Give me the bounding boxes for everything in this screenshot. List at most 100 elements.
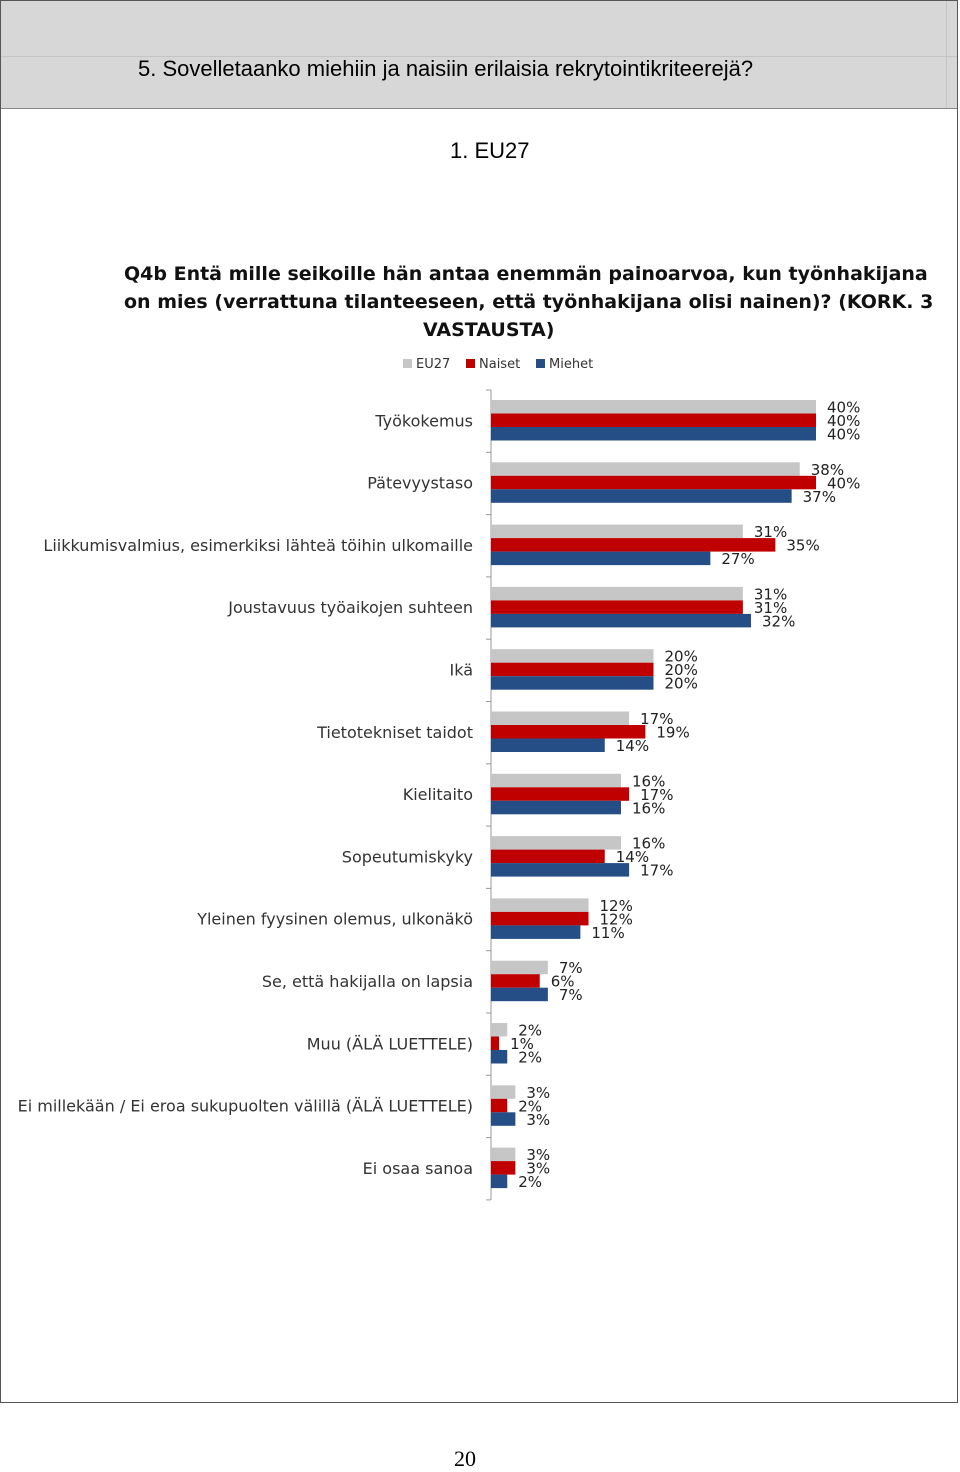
- data-label: 2%: [518, 1022, 542, 1040]
- data-label: 31%: [754, 599, 787, 617]
- subsection-heading: 1. EU27: [450, 138, 530, 163]
- legend-label: EU27: [416, 357, 450, 372]
- category-label: Ei millekään / Ei eroa sukupuolten välil…: [18, 1097, 473, 1116]
- bar: [491, 1161, 516, 1175]
- bar: [491, 836, 621, 850]
- bar: [491, 1174, 508, 1189]
- data-label: 17%: [640, 786, 673, 804]
- chart-bars: Työkokemus40%40%40%Pätevyystaso38%40%37%…: [18, 399, 861, 1192]
- bar: [491, 925, 581, 939]
- section-heading: 5. Sovelletaanko miehiin ja naisiin eril…: [138, 56, 754, 81]
- bar: [491, 489, 792, 503]
- bar: [491, 662, 654, 677]
- bar: [491, 649, 654, 663]
- bar: [491, 1098, 508, 1113]
- chart-title: Q4b Entä mille seikoille hän antaa enemm…: [124, 263, 933, 341]
- data-label: 3%: [526, 1160, 550, 1178]
- data-label: 37%: [803, 488, 836, 506]
- category-label: Sopeutumiskyky: [342, 847, 473, 866]
- data-label: 16%: [632, 772, 665, 790]
- data-label: 40%: [827, 426, 860, 444]
- data-label: 20%: [665, 675, 698, 693]
- category-label: Muu (ÄLÄ LUETTELE): [307, 1034, 473, 1053]
- legend-label: Naiset: [479, 357, 520, 372]
- data-label: 40%: [827, 474, 860, 492]
- header-divider: [1, 56, 957, 57]
- bar: [491, 711, 630, 725]
- data-label: 38%: [811, 461, 844, 479]
- bar: [491, 613, 751, 628]
- chart-title-line: Q4b Entä mille seikoille hän antaa enemm…: [124, 263, 928, 285]
- data-label: 20%: [665, 648, 698, 666]
- data-label: 6%: [551, 973, 575, 991]
- legend-label: Miehet: [549, 357, 593, 372]
- bar: [491, 800, 621, 815]
- bar: [491, 462, 800, 476]
- bar: [491, 1023, 508, 1037]
- bar: [491, 551, 711, 566]
- data-label: 40%: [827, 399, 860, 417]
- data-label: 35%: [786, 537, 819, 555]
- category-label: Yleinen fyysinen olemus, ulkonäkö: [196, 910, 473, 929]
- bar: [491, 1147, 516, 1162]
- category-label: Ei osaa sanoa: [363, 1159, 473, 1178]
- data-label: 31%: [754, 523, 787, 541]
- chart-axis: [486, 389, 492, 1201]
- bar: [491, 600, 743, 614]
- bar: [491, 400, 816, 414]
- data-label: 31%: [754, 585, 787, 603]
- data-label: 3%: [526, 1084, 550, 1102]
- legend-swatch: [536, 359, 545, 368]
- bar: [491, 974, 540, 988]
- data-label: 19%: [656, 724, 689, 742]
- bar: [491, 738, 605, 752]
- bar: [491, 863, 630, 877]
- bar: [491, 1112, 516, 1126]
- category-label: Työkokemus: [374, 411, 473, 430]
- bar: [491, 849, 605, 864]
- header-divider-vertical: [946, 1, 947, 108]
- data-label: 14%: [616, 848, 649, 866]
- bar: [491, 725, 646, 739]
- bar: [491, 898, 589, 912]
- data-label: 1%: [510, 1035, 534, 1053]
- data-label: 40%: [827, 412, 860, 430]
- bar: [491, 586, 743, 601]
- data-label: 2%: [518, 1049, 542, 1067]
- data-label: 2%: [518, 1173, 542, 1191]
- section-header-band: [1, 1, 957, 109]
- bar: [491, 960, 548, 975]
- data-label: 3%: [526, 1146, 550, 1164]
- chart-title-line: VASTAUSTA): [423, 319, 554, 341]
- data-label: 12%: [600, 910, 633, 928]
- data-label: 17%: [640, 862, 673, 880]
- data-label: 7%: [559, 959, 583, 977]
- bar: [491, 911, 589, 926]
- bar: [491, 787, 630, 801]
- bar: [491, 773, 621, 788]
- data-label: 12%: [600, 897, 633, 915]
- category-label: Pätevyystaso: [367, 474, 473, 493]
- data-label: 27%: [721, 550, 754, 568]
- category-label: Ikä: [449, 660, 473, 679]
- category-label: Kielitaito: [403, 785, 473, 804]
- data-label: 14%: [616, 737, 649, 755]
- data-label: 3%: [526, 1111, 550, 1129]
- data-label: 32%: [762, 612, 795, 630]
- bar: [491, 524, 743, 539]
- data-label: 2%: [518, 1097, 542, 1115]
- bar-chart: Q4b Entä mille seikoille hän antaa enemm…: [18, 263, 933, 1201]
- page-number: 20: [454, 1446, 476, 1471]
- bar: [491, 676, 654, 690]
- bar: [491, 1050, 508, 1064]
- legend-swatch: [403, 359, 412, 368]
- chart-legend: EU27 Naiset Miehet: [403, 357, 593, 372]
- legend-swatch: [466, 359, 475, 368]
- bar: [491, 987, 548, 1002]
- bar: [491, 1036, 500, 1050]
- bar: [491, 475, 816, 490]
- data-label: 17%: [640, 710, 673, 728]
- category-label: Se, että hakijalla on lapsia: [262, 972, 473, 991]
- data-label: 20%: [665, 661, 698, 679]
- data-label: 16%: [632, 835, 665, 853]
